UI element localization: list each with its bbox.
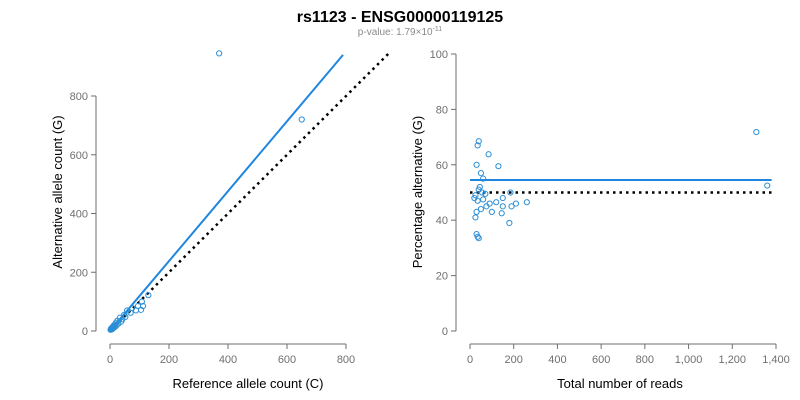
left-data-point: [298, 116, 305, 123]
left-x-tick-label: 200: [160, 354, 178, 366]
right-data-point: [486, 200, 493, 207]
right-data-point: [477, 170, 485, 177]
right-y-ticks: 0 20 40 60 80 100: [430, 49, 456, 338]
right-data-point: [472, 214, 479, 221]
right-data-point: [472, 192, 479, 199]
right-data-point: [474, 197, 481, 204]
left-data-point: [216, 50, 223, 57]
right-x-tick-label: 1,000: [675, 354, 703, 366]
right-y-tick-label: 80: [436, 104, 448, 116]
right-data-point: [473, 161, 480, 168]
right-data-point: [475, 138, 482, 145]
left-x-tick-label: 0: [107, 354, 113, 366]
right-data-point: [474, 233, 481, 240]
right-data-point: [488, 208, 495, 215]
right-data-point: [506, 219, 513, 227]
right-data-point: [474, 142, 481, 149]
left-x-tick-label: 600: [278, 354, 296, 366]
pvalue-label: p-value: 1.79×10: [358, 27, 433, 38]
right-data-point: [477, 206, 485, 213]
right-data-point: [483, 203, 490, 210]
right-data-point: [507, 189, 514, 196]
right-data-point: [499, 194, 506, 202]
right-x-tick-label: 1,400: [762, 354, 790, 366]
right-y-tick-label: 100: [430, 49, 448, 61]
right-data-point: [499, 203, 506, 210]
left-data-point: [107, 326, 114, 333]
left-y-tick-label: 600: [70, 150, 88, 162]
right-data-point: [480, 196, 487, 203]
left-x-axis-label: Reference allele count (C): [172, 376, 323, 391]
chart-title: rs1123 - ENSG00000119125: [297, 9, 504, 26]
right-data-point: [478, 189, 486, 196]
right-data-point: [480, 175, 487, 182]
right-scatter-panel: 0 20 40 60 80 100 0 200 400 600 800 1,000 1,200 1,40…: [410, 49, 790, 391]
right-x-tick-label: 1,200: [719, 354, 747, 366]
left-scatter-panel: 0 200 400 600 800 0 200 400 600 800 Reference al…: [50, 50, 392, 391]
left-y-ticks: 0 200 400 600 800: [70, 91, 96, 338]
left-x-ticks: 0 200 400 600 800: [107, 344, 355, 366]
right-y-tick-label: 0: [442, 326, 448, 338]
left-data-point: [138, 298, 145, 305]
right-x-tick-label: 800: [636, 354, 654, 366]
right-data-point: [482, 190, 489, 197]
left-y-axis-label: Alternative allele count (G): [50, 115, 65, 268]
right-plot-area: [470, 129, 772, 242]
right-data-point: [764, 182, 771, 189]
left-x-tick-label: 800: [337, 354, 355, 366]
left-x-tick-label: 400: [219, 354, 237, 366]
left-y-tick-label: 400: [70, 209, 88, 221]
right-y-tick-label: 40: [436, 215, 448, 227]
right-data-point: [493, 199, 500, 206]
left-data-point: [145, 292, 152, 299]
right-data-point: [485, 151, 492, 158]
left-y-tick-label: 0: [82, 326, 88, 338]
left-y-tick-label: 200: [70, 267, 88, 279]
right-y-tick-label: 60: [436, 160, 448, 172]
right-x-tick-label: 400: [548, 354, 566, 366]
left-plot-area: [107, 50, 392, 333]
right-y-tick-label: 20: [436, 271, 448, 283]
right-y-axis-label: Percentage alternative (G): [410, 116, 425, 268]
right-data-point: [495, 163, 502, 170]
left-fit-line: [109, 54, 344, 332]
right-x-tick-label: 600: [592, 354, 610, 366]
left-reference-line: [109, 51, 392, 332]
right-data-point: [512, 200, 520, 207]
right-data-point: [508, 203, 515, 210]
right-data-point: [523, 199, 530, 206]
right-x-axis-label: Total number of reads: [557, 376, 683, 391]
right-data-point: [753, 129, 760, 136]
right-x-tick-label: 0: [467, 354, 473, 366]
pvalue-exponent: -11: [433, 26, 443, 33]
right-data-point: [473, 208, 480, 215]
right-x-ticks: 0 200 400 600 800 1,000 1,200 1,400: [467, 344, 790, 366]
right-data-point: [475, 235, 482, 242]
chart-subtitle: p-value: 1.79×10-11: [358, 26, 442, 38]
left-y-tick-label: 800: [70, 91, 88, 103]
right-data-point: [476, 183, 483, 191]
left-data-point: [124, 307, 131, 314]
right-data-point: [498, 210, 505, 217]
right-x-tick-label: 200: [505, 354, 523, 366]
